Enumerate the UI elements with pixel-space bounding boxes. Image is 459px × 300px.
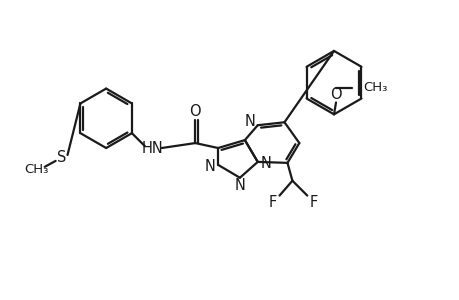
Text: HN: HN xyxy=(141,140,163,155)
Text: F: F xyxy=(268,195,276,210)
Text: N: N xyxy=(204,159,215,174)
Text: N: N xyxy=(260,156,270,171)
Text: CH₃: CH₃ xyxy=(363,81,387,94)
Text: F: F xyxy=(309,195,318,210)
Text: S: S xyxy=(57,150,66,165)
Text: N: N xyxy=(244,114,255,129)
Text: CH₃: CH₃ xyxy=(25,163,49,176)
Text: O: O xyxy=(189,104,201,119)
Text: O: O xyxy=(330,87,341,102)
Text: N: N xyxy=(234,178,245,193)
